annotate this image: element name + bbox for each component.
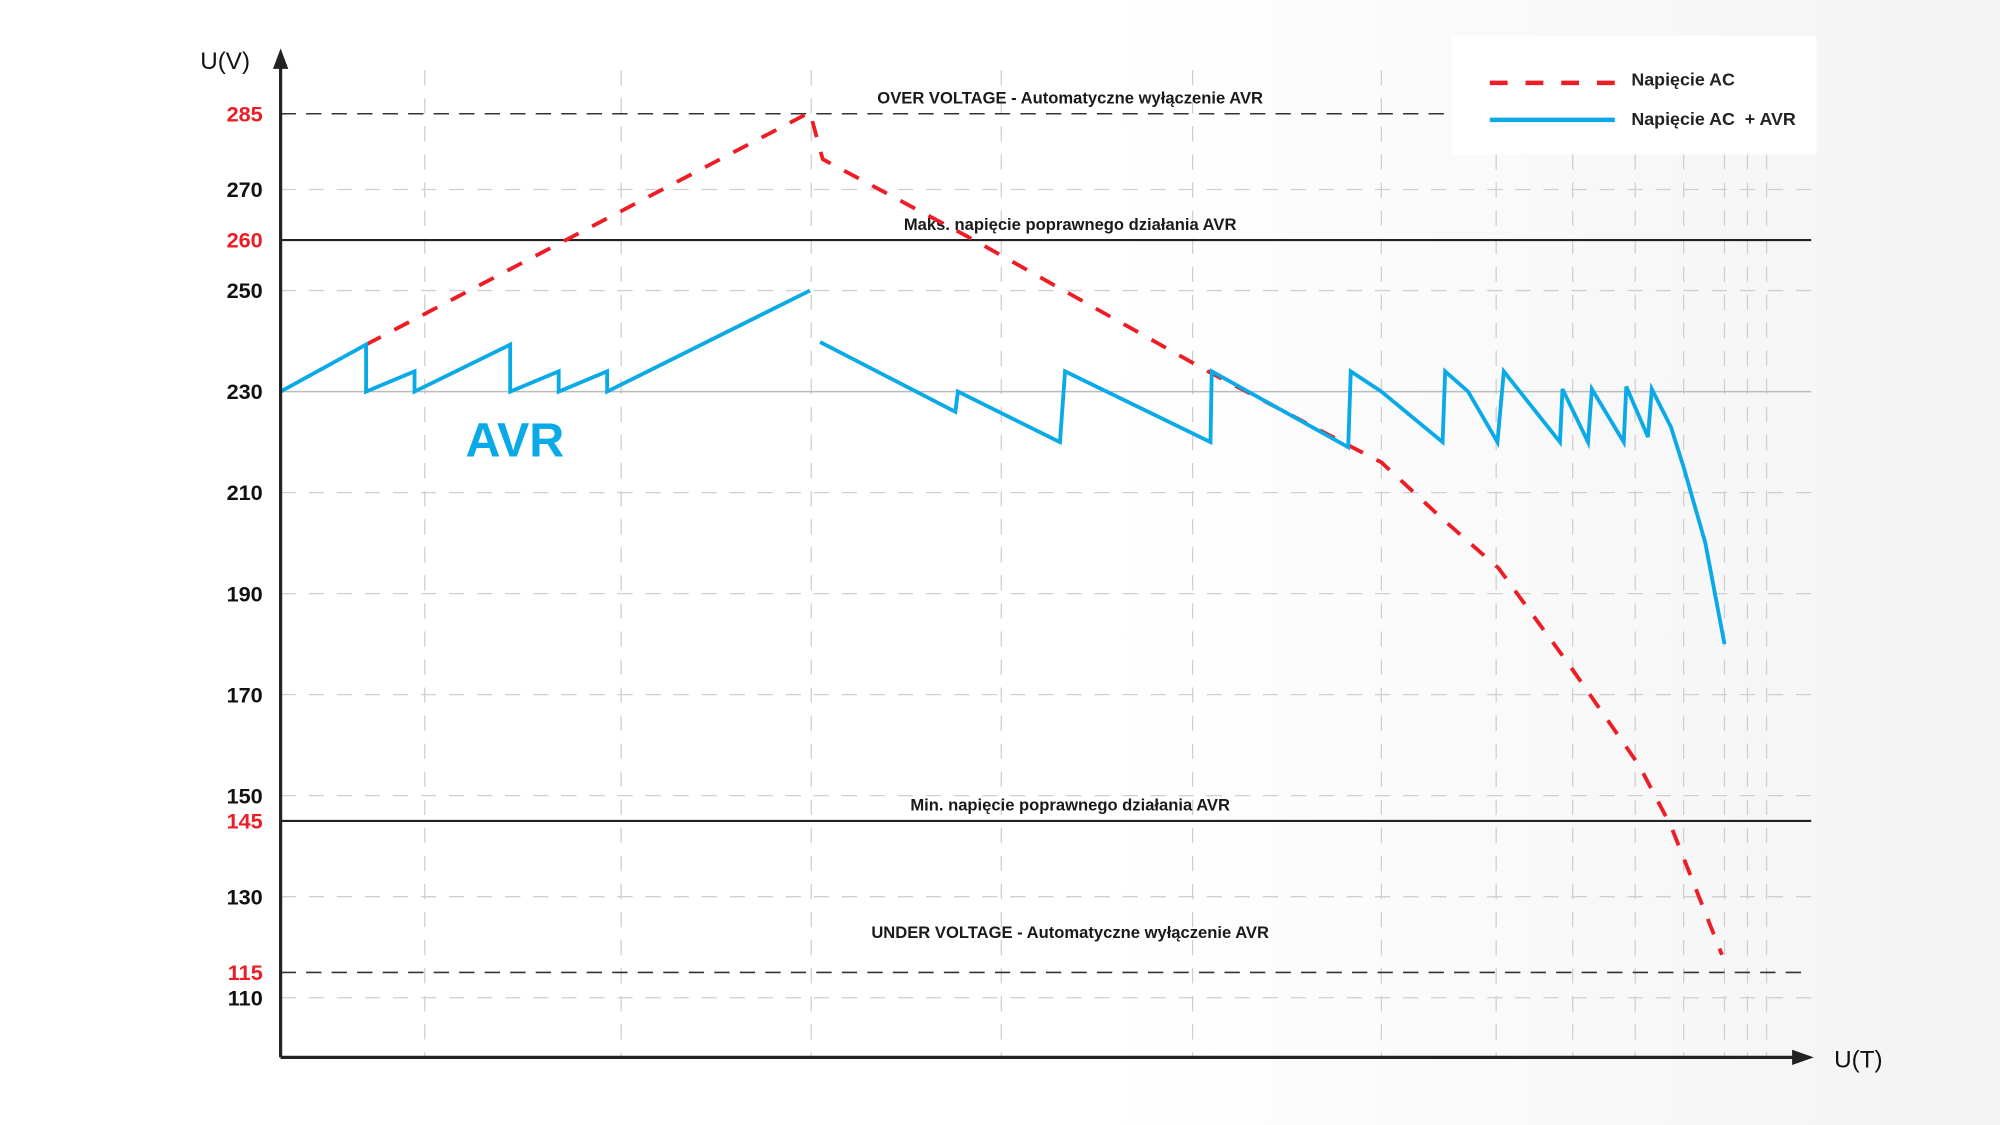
legend: Napięcie AC Napięcie AC + AVR [1451,35,1817,155]
y-tick-label-230: 230 [227,379,263,404]
y-axis-arrow-icon [272,48,289,69]
reference-label-145: Min. napięcie poprawnego działania AVR [910,796,1230,815]
y-tick-label-130: 130 [227,884,263,909]
y-tick-label-110: 110 [228,985,263,1010]
reference-label-115: UNDER VOLTAGE - Automatyczne wyłączenie … [871,923,1269,942]
x-axis-label: U(T) [1834,1047,1882,1074]
reference-label-285: OVER VOLTAGE - Automatyczne wyłączenie A… [877,89,1263,108]
y-tick-label-250: 250 [227,278,263,303]
y-tick-label-170: 170 [227,682,263,707]
legend-label-napiecie-ac: Napięcie AC [1631,69,1735,89]
y-tick-label-210: 210 [227,480,263,505]
y-tick-label-190: 190 [227,581,263,606]
y-tick-label-145: 145 [227,809,263,834]
legend-box [1451,35,1817,155]
legend-label-napiecie-ac-avr: Napięcie AC + AVR [1631,109,1796,129]
y-axis-label: U(V) [200,48,250,75]
avr-annotation: AVR [466,414,565,468]
y-tick-label-115: 115 [228,960,263,985]
series-line-napiecie-ac-avr [279,288,811,395]
reference-label-260: Maks. napięcie poprawnego działania AVR [904,215,1237,234]
y-tick-label-150: 150 [227,783,263,808]
series-line-napiecie-ac-avr [819,340,1727,645]
series [279,109,1727,956]
y-tick-label-260: 260 [227,228,263,253]
y-tick-label-270: 270 [227,177,263,202]
x-axis-arrow-icon [1792,1049,1814,1066]
y-tick-label-285: 285 [227,101,263,126]
reference-lines: OVER VOLTAGE - Automatyczne wyłączenie A… [280,89,1812,974]
series-line-napiecie-ac [365,109,1724,956]
grid [280,70,1812,1058]
